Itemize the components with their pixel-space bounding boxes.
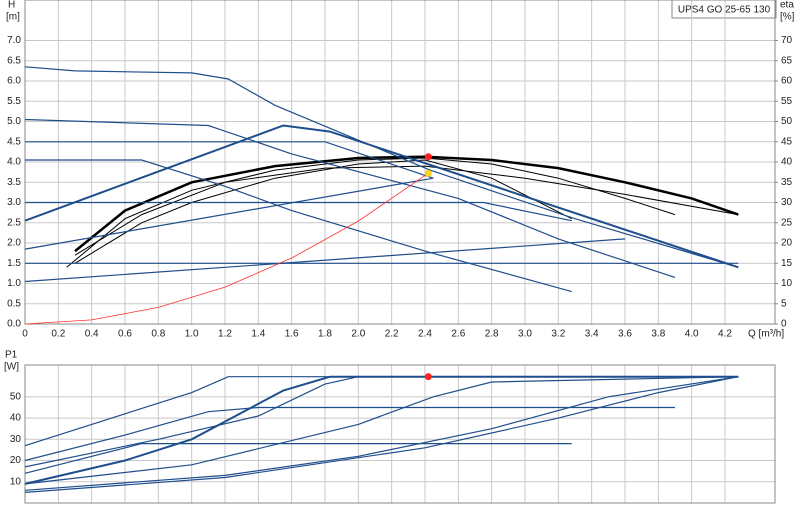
x-tick-label: 4.2 [718,329,732,340]
curve [74,159,572,264]
y2-tick-label: 45 [781,136,793,147]
y2-tick-label: 35 [781,177,793,188]
y2-tick-label: 10 [781,278,793,289]
y-tick-label: 3.5 [7,177,21,188]
y-label: H [8,0,15,11]
curve [74,165,739,256]
y-tick-label: 6.0 [7,76,21,87]
y-tick-label: 3.0 [7,197,21,208]
x-label: Q [m³/h] [748,329,784,340]
x-tick-label: 1.0 [185,329,199,340]
model-label: UPS4 GO 25-65 130 [678,5,771,16]
y2-tick-label: 50 [781,116,793,127]
x-tick-label: 1.8 [318,329,332,340]
y-tick-label: 30 [10,434,22,445]
y-unit: [W] [4,362,19,373]
x-tick-label: 2.6 [451,329,465,340]
curve [24,375,739,485]
curve [24,376,739,491]
y-tick-label: 6.5 [7,55,21,66]
y-tick-label: 2.0 [7,238,21,249]
y-tick-label: 7.0 [7,35,21,46]
y2-tick-label: 25 [781,217,793,228]
y-tick-label: 0.0 [7,319,21,330]
curve [24,171,431,325]
y-tick-label: 0.5 [7,298,21,309]
y2-tick-label: 30 [781,197,793,208]
y-tick-label: 5.5 [7,96,21,107]
x-tick-label: 1.6 [285,329,299,340]
x-tick-label: 0.6 [118,329,132,340]
y-tick-label: 5.0 [7,116,21,127]
y2-tick-label: 0 [781,319,787,330]
y-tick-label: 20 [10,455,22,466]
y2-unit: [%] [780,12,795,23]
duty-point [424,373,432,381]
duty-point [424,169,432,177]
y-unit: [m] [6,12,20,23]
plot-frame [24,364,776,504]
x-tick-label: 1.2 [218,329,232,340]
curve [25,159,572,293]
curve [24,406,675,462]
y-tick-label: 1.0 [7,278,21,289]
x-tick-label: 0.2 [51,329,65,340]
x-tick-label: 2.0 [351,329,365,340]
y-tick-label: 4.5 [7,136,21,147]
y-label: P1 [5,350,18,361]
y-tick-label: 2.5 [7,217,21,228]
x-tick-label: 3.2 [551,329,565,340]
curve [24,124,739,269]
x-tick-label: 3.0 [518,329,532,340]
y2-tick-label: 5 [781,298,787,309]
y2-tick-label: 20 [781,238,793,249]
x-tick-label: 0.8 [151,329,165,340]
x-tick-label: 1.4 [251,329,265,340]
y2-tick-label: 65 [781,55,793,66]
curve [24,238,626,283]
curve [24,376,739,485]
x-tick-label: 0 [22,329,28,340]
curve [25,141,434,179]
y2-tick-label: 60 [781,76,793,87]
curve [25,201,572,222]
y-tick-label: 1.5 [7,258,21,269]
x-tick-label: 3.4 [585,329,599,340]
x-tick-label: 4.0 [685,329,699,340]
curve [24,376,739,493]
duty-point [424,153,432,161]
y-tick-label: 40 [10,413,22,424]
y2-tick-label: 70 [781,35,793,46]
y2-tick-label: 15 [781,258,793,269]
y-tick-label: 4.0 [7,157,21,168]
x-tick-label: 2.8 [485,329,499,340]
curve [24,376,739,447]
curve [66,157,676,268]
curve [24,443,572,474]
model-box [671,0,777,19]
x-tick-label: 3.8 [651,329,665,340]
curve [24,118,676,278]
y2-tick-label: 40 [781,157,793,168]
x-tick-label: 2.2 [385,329,399,340]
y-tick-label: 50 [10,391,22,402]
x-tick-label: 0.4 [85,329,99,340]
curve [24,177,434,250]
y2-label: eta [780,0,794,11]
curve [24,66,739,268]
curve [24,376,739,468]
y-tick-label: 10 [10,476,22,487]
x-tick-label: 3.6 [618,329,632,340]
y2-tick-label: 55 [781,96,793,107]
x-tick-label: 2.4 [418,329,432,340]
